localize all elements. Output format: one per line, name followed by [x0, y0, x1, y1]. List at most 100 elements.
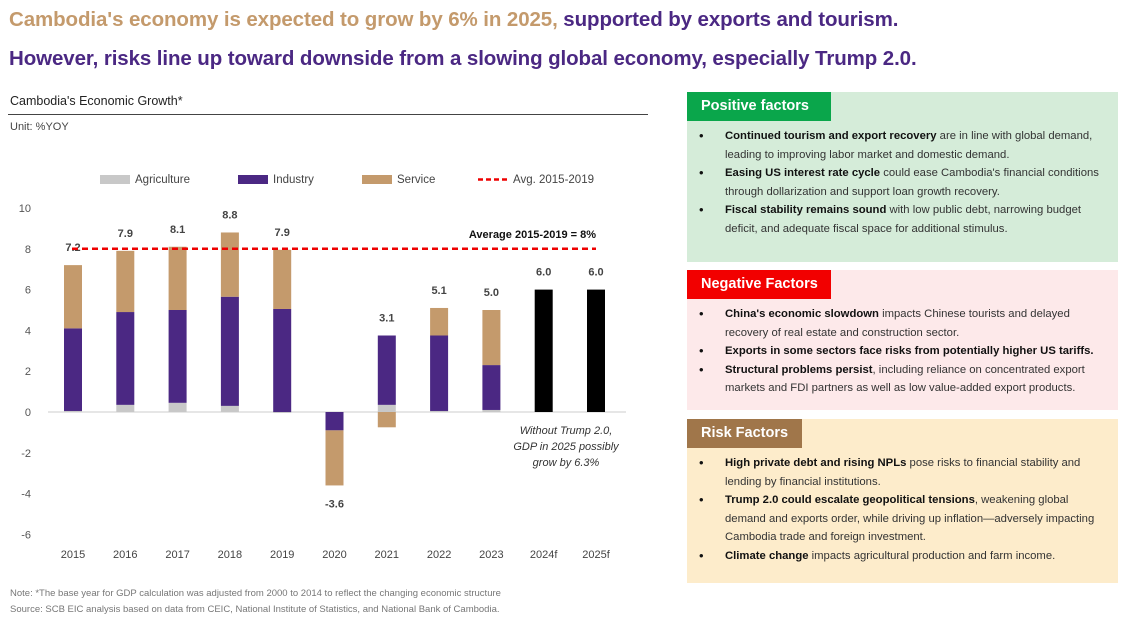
- bar-agriculture-2019: [273, 412, 292, 414]
- factor-item: High private debt and rising NPLs pose r…: [687, 454, 1118, 491]
- legend-label: Avg. 2015-2019: [513, 174, 594, 186]
- y-tick-label: -4: [21, 489, 31, 501]
- x-tick-label: 2020: [322, 549, 346, 561]
- bar-service-2016: [116, 250, 135, 313]
- legend-label: Industry: [273, 174, 314, 186]
- data-label: 5.1: [431, 285, 446, 297]
- headline-line-1: Cambodia's economy is expected to grow b…: [9, 8, 898, 32]
- data-label: -3.6: [325, 498, 344, 510]
- note: Note: *The base year for GDP calculation…: [10, 588, 501, 599]
- factor-headline: China's economic slowdown: [725, 308, 879, 320]
- factor-headline: High private debt and rising NPLs: [725, 457, 907, 469]
- factor-item: China's economic slowdown impacts Chines…: [687, 305, 1118, 342]
- legend-label: Agriculture: [135, 174, 190, 186]
- bar-industry-2016: [116, 312, 135, 405]
- bar-industry-2022: [430, 335, 449, 411]
- x-tick-label: 2019: [270, 549, 294, 561]
- data-label: 5.0: [484, 287, 499, 299]
- factor-detail: impacts Chinese tourists and delayed rec…: [725, 308, 1070, 339]
- factor-item: Continued tourism and export recovery ar…: [687, 127, 1118, 164]
- x-tick-label: 2016: [113, 549, 137, 561]
- x-tick-label: 2024f: [530, 549, 558, 561]
- bar-agriculture-2015: [64, 410, 82, 412]
- bar-service-2017: [168, 246, 187, 310]
- factor-headline: Structural problems persist: [725, 363, 873, 376]
- y-tick-label: 0: [25, 407, 31, 419]
- average-label: Average 2015-2019 = 8%: [469, 229, 596, 241]
- bar-forecast-2024f: [534, 289, 553, 412]
- bar-service-2023: [482, 310, 501, 366]
- factor-headline: Easing US interest rate cycle: [725, 167, 881, 179]
- data-label: 8.8: [222, 209, 237, 221]
- annotation: GDP in 2025 possibly: [513, 441, 620, 453]
- bar-agriculture-2023: [482, 409, 501, 412]
- bar-agriculture-2018: [220, 405, 239, 412]
- divider: [8, 114, 648, 115]
- bar-industry-2018: [220, 296, 239, 406]
- bar-forecast-2025f: [587, 289, 605, 412]
- headline-rest: supported by exports and tourism.: [557, 8, 899, 31]
- bar-industry-2023: [482, 365, 501, 410]
- bar-service-2021: [377, 412, 396, 428]
- bar-service-2018: [220, 232, 239, 297]
- factor-headline: Trump 2.0 could escalate geopolitical te…: [725, 494, 975, 506]
- bar-agriculture-2021: [377, 404, 396, 412]
- factor-detail: are in line with global demand, leading …: [725, 130, 1093, 161]
- risk-factors-header: Risk Factors: [687, 419, 802, 448]
- y-tick-label: 10: [19, 203, 31, 215]
- data-label: 8.1: [170, 224, 185, 236]
- x-tick-label: 2021: [375, 549, 399, 561]
- data-label: 6.0: [536, 267, 551, 279]
- x-tick-label: 2017: [165, 549, 189, 561]
- x-tick-label: 2015: [61, 549, 85, 561]
- legend-swatch: [100, 175, 130, 184]
- risk-factors-list: High private debt and rising NPLs pose r…: [687, 454, 1118, 565]
- risk-factors-panel: Risk Factors High private debt and risin…: [687, 419, 1118, 583]
- bar-industry-2017: [168, 310, 187, 403]
- bar-industry-2020: [325, 412, 344, 431]
- data-label: 7.9: [118, 228, 133, 240]
- negative-factors-header: Negative Factors: [687, 270, 831, 299]
- x-tick-label: 2018: [218, 549, 242, 561]
- x-tick-label: 2025f: [582, 549, 610, 561]
- factor-detail: pose risks to financial stability and le…: [725, 457, 1081, 488]
- y-tick-label: 8: [25, 244, 31, 256]
- factor-item: Structural problems persist, including r…: [687, 361, 1118, 398]
- growth-chart: Agriculture Industry Service Avg. 2015-2019…: [19, 174, 626, 561]
- bar-industry-2021: [377, 335, 396, 405]
- data-label: 3.1: [379, 313, 394, 325]
- factor-headline: Climate change: [725, 549, 809, 562]
- factor-detail: impacts agricultural production and farm…: [808, 549, 1056, 562]
- y-tick-label: -2: [21, 448, 31, 460]
- bar-service-2015: [64, 265, 82, 329]
- bar-service-2019: [273, 249, 292, 309]
- factor-detail: with low public debt, narrowing budget d…: [725, 204, 1082, 235]
- factor-headline: Exports in some sectors face risks from …: [725, 345, 1094, 357]
- factor-detail: , including reliance on concentrated exp…: [725, 363, 1085, 395]
- factor-headline: Continued tourism and export recovery: [725, 130, 937, 142]
- bar-industry-2015: [64, 328, 82, 411]
- bar-service-2020: [325, 430, 344, 486]
- bar-service-2022: [430, 307, 449, 336]
- factor-item: Climate change impacts agricultural prod…: [687, 547, 1118, 566]
- source: Source: SCB EIC analysis based on data f…: [10, 604, 500, 615]
- negative-factors-panel: Negative Factors China's economic slowdo…: [687, 270, 1118, 410]
- factor-item: Trump 2.0 could escalate geopolitical te…: [687, 491, 1118, 547]
- data-label: 7.9: [275, 227, 290, 239]
- bar-agriculture-2016: [116, 404, 135, 412]
- x-tick-label: 2022: [427, 549, 451, 561]
- bar-agriculture-2017: [168, 402, 187, 412]
- legend-label: Service: [397, 174, 435, 186]
- chart-title: Cambodia's Economic Growth*: [10, 94, 183, 108]
- legend-swatch: [238, 175, 268, 184]
- factor-item: Exports in some sectors face risks from …: [687, 342, 1118, 361]
- factor-detail: , weakening global demand and exports or…: [725, 494, 1095, 543]
- factor-item: Easing US interest rate cycle could ease…: [687, 164, 1118, 201]
- positive-factors-list: Continued tourism and export recovery ar…: [687, 127, 1118, 238]
- x-tick-label: 2023: [479, 549, 503, 561]
- y-tick-label: 6: [25, 285, 31, 297]
- factor-headline: Fiscal stability remains sound: [725, 204, 887, 216]
- factor-item: Fiscal stability remains sound with low …: [687, 201, 1118, 238]
- bar-industry-2019: [273, 308, 292, 412]
- chart-unit: Unit: %YOY: [10, 121, 69, 133]
